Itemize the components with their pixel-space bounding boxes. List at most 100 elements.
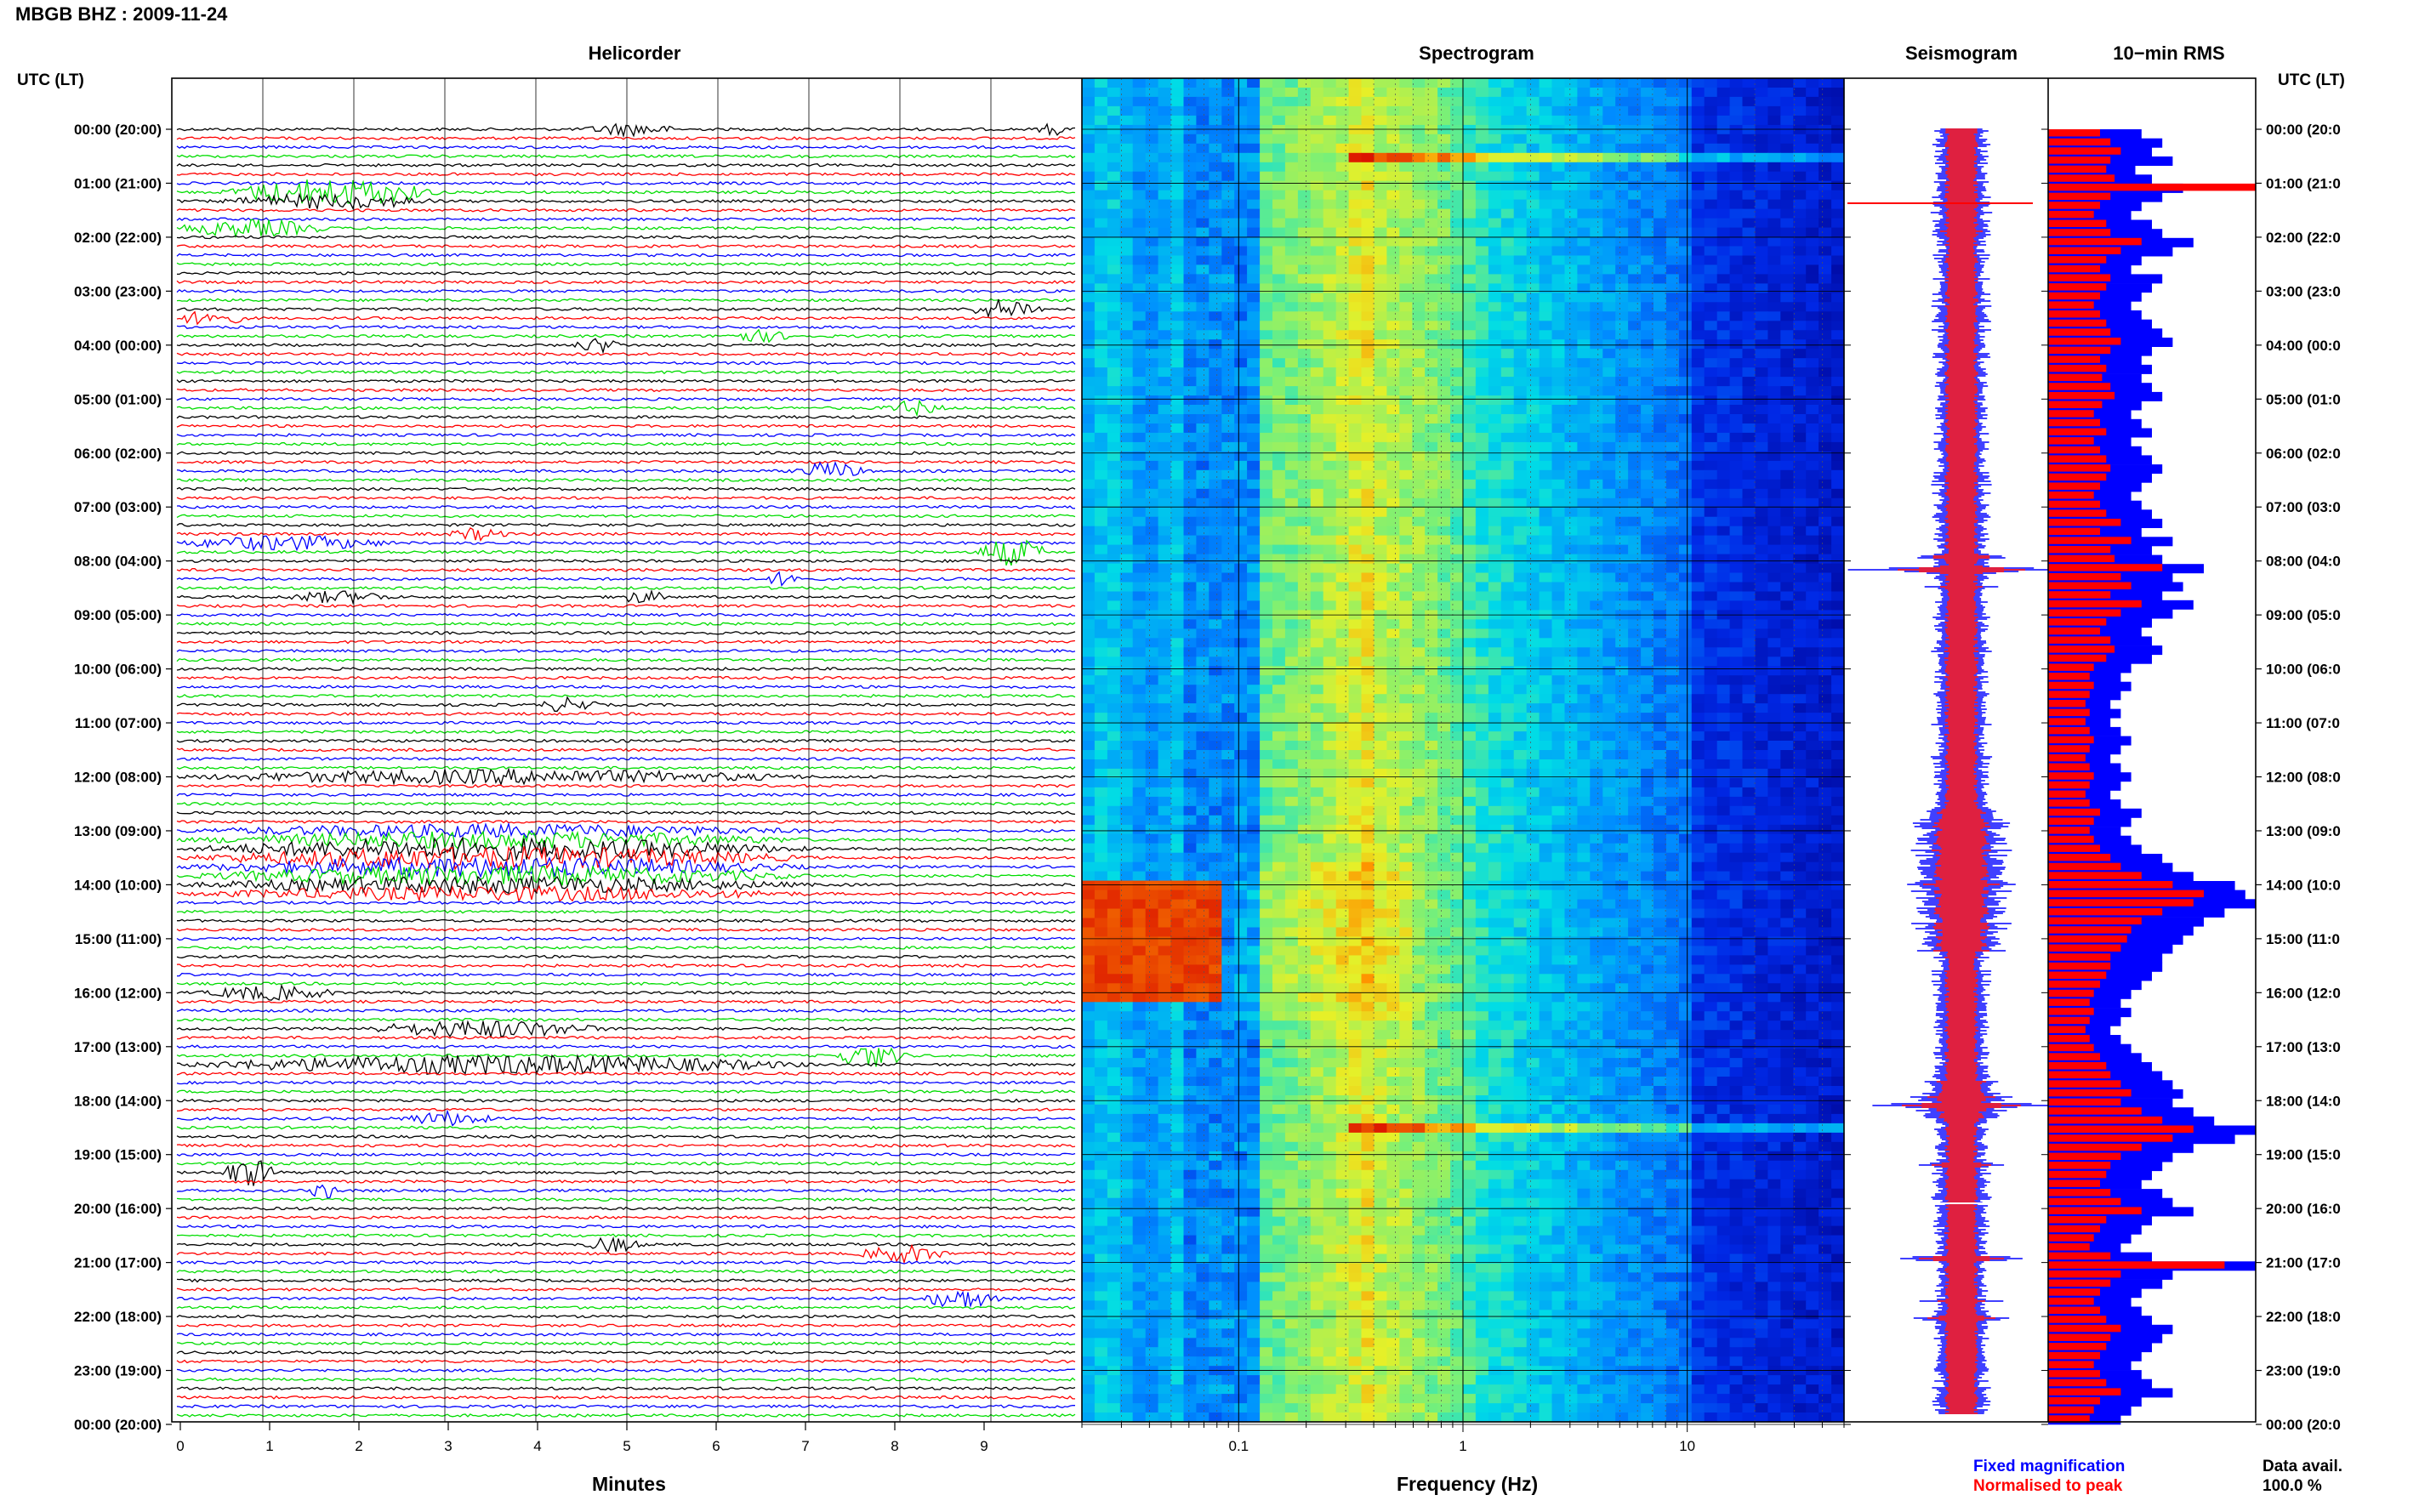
helicorder-panel <box>176 78 1076 1422</box>
spectrogram-cell <box>1590 516 1603 527</box>
spectrogram-cell <box>1755 582 1768 593</box>
spectrogram-cell <box>1767 405 1781 415</box>
spectrogram-cell <box>1716 479 1731 490</box>
spectrogram-cell <box>1209 675 1222 685</box>
spectrogram-cell <box>1742 544 1756 555</box>
spectrogram-cell <box>1793 535 1807 546</box>
spectrogram-cell <box>1335 349 1350 359</box>
spectrogram-cell <box>1665 638 1680 648</box>
spectrogram-cell <box>1170 124 1184 135</box>
helicorder-trace <box>176 712 1076 716</box>
spectrogram-cell <box>1196 432 1210 443</box>
spectrogram-cell <box>1564 171 1578 182</box>
spectrogram-cell <box>1196 321 1210 331</box>
spectrogram-cell <box>1158 554 1172 565</box>
spectrogram-cell <box>1094 777 1108 788</box>
spectrogram-cell <box>1082 535 1096 546</box>
spectrogram-cell <box>1831 311 1845 321</box>
spectrogram-cell <box>1526 647 1540 657</box>
spectrogram-cell <box>1488 768 1502 779</box>
spectrogram-cell <box>1158 666 1172 676</box>
spectrogram-cell <box>1183 488 1197 499</box>
spectrogram-cell <box>1704 666 1718 676</box>
spectrogram-cell <box>1806 460 1819 471</box>
spectrogram-cell <box>1348 713 1363 723</box>
spectrogram-cell <box>1513 731 1528 742</box>
spectrogram-cell <box>1665 339 1680 350</box>
spectrogram-cell <box>1729 302 1744 312</box>
spectrogram-cell <box>1247 264 1261 275</box>
spectrogram-cell <box>1374 703 1387 713</box>
spectrogram-cell <box>1260 694 1273 704</box>
spectrogram-cell <box>1539 507 1553 518</box>
spectrogram-cell <box>1475 218 1489 229</box>
spectrogram-cell <box>1297 582 1312 593</box>
spectrogram-cell <box>1272 293 1286 303</box>
spectrogram-cell <box>1323 302 1337 312</box>
spectrogram-cell <box>1577 497 1591 509</box>
spectrogram-cell <box>1665 88 1680 98</box>
spectrogram-cell <box>1526 657 1540 667</box>
spectrogram-cell <box>1551 647 1565 657</box>
spectrogram-cell <box>1361 190 1375 201</box>
spectrogram-cell <box>1284 750 1299 760</box>
spectrogram-cell <box>1412 264 1426 275</box>
spectrogram-cell <box>1564 787 1578 798</box>
spectrogram-cell <box>1425 526 1438 537</box>
spectrogram-cell <box>1793 685 1807 695</box>
spectrogram-cell <box>1641 143 1654 154</box>
spectrogram-cell <box>1716 180 1731 191</box>
spectrogram-cell <box>1425 628 1438 639</box>
spectrogram-cell <box>1729 563 1744 574</box>
spectrogram-cell <box>1260 302 1273 312</box>
spectrogram-cell <box>1819 619 1832 629</box>
spectrogram-cell <box>1628 591 1642 602</box>
spectrogram-cell <box>1132 432 1147 443</box>
spectrogram-cell <box>1691 302 1705 312</box>
spectrogram-cell <box>1564 227 1578 238</box>
spectrogram-cell <box>1678 507 1693 518</box>
helicorder-trace <box>176 1350 1075 1355</box>
spectrogram-cell <box>1284 395 1299 406</box>
spectrogram-cell <box>1374 152 1387 163</box>
spectrogram-cell <box>1399 572 1413 583</box>
spectrogram-cell <box>1221 208 1235 219</box>
spectrogram-cell <box>1399 349 1413 359</box>
helicorder-trace <box>176 1089 1076 1094</box>
spectrogram-cell <box>1323 115 1337 126</box>
spectrogram-cell <box>1107 255 1121 266</box>
spectrogram-cell <box>1831 741 1845 751</box>
spectrogram-cell <box>1551 479 1565 490</box>
spectrogram-cell <box>1272 713 1286 723</box>
spectrogram-cell <box>1158 516 1172 527</box>
spectrogram-cell <box>1425 180 1438 191</box>
spectrogram-cell <box>1361 283 1375 293</box>
spectrogram-cell <box>1513 516 1528 527</box>
spectrogram-cell <box>1323 675 1337 685</box>
spectrogram-cell <box>1716 768 1731 779</box>
spectrogram-cell <box>1526 451 1540 462</box>
spectrogram-cell <box>1196 722 1210 732</box>
spectrogram-cell <box>1806 162 1819 173</box>
spectrogram-cell <box>1450 554 1464 565</box>
spectrogram-cell <box>1488 787 1502 798</box>
spectrogram-cell <box>1602 441 1616 452</box>
spectrogram-cell <box>1260 460 1273 471</box>
spectrogram-cell <box>1755 526 1768 537</box>
spectrogram-cell <box>1234 199 1248 210</box>
spectrogram-cell <box>1742 815 1756 826</box>
spectrogram-cell <box>1221 432 1235 443</box>
spectrogram-cell <box>1793 246 1807 257</box>
helicorder-trace <box>176 415 1075 419</box>
spectrogram-cell <box>1780 88 1794 98</box>
spectrogram-cell <box>1437 115 1451 126</box>
spectrogram-cell <box>1082 469 1096 480</box>
spectrogram-cell <box>1437 741 1451 751</box>
spectrogram-cell <box>1590 405 1603 415</box>
spectrogram-cell <box>1132 190 1147 201</box>
spectrogram-cell <box>1577 591 1591 602</box>
spectrogram-cell <box>1209 367 1222 378</box>
spectrogram-cell <box>1348 479 1363 490</box>
spectrogram-cell <box>1450 414 1464 424</box>
spectrogram-cell <box>1704 516 1718 527</box>
